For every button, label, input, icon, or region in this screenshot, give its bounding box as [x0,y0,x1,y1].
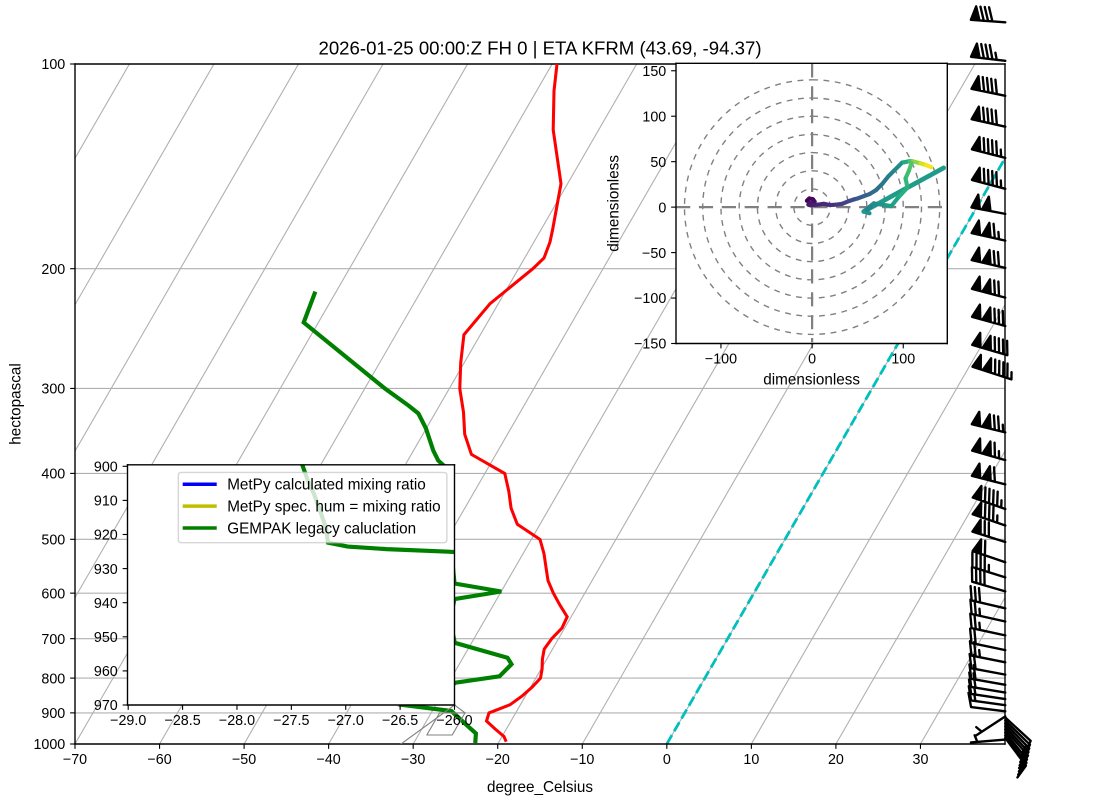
svg-text:300: 300 [41,382,65,398]
svg-text:−10: −10 [570,752,594,768]
svg-text:800: 800 [41,671,65,687]
svg-text:−28.5: −28.5 [164,713,200,729]
svg-text:500: 500 [41,532,65,548]
svg-text:−27.5: −27.5 [273,713,309,729]
svg-text:hectopascal: hectopascal [8,363,25,444]
svg-text:−30: −30 [401,752,425,768]
svg-text:−26.0: −26.0 [436,713,472,729]
svg-text:−100: −100 [634,291,666,307]
svg-text:1000: 1000 [33,737,65,753]
svg-text:−26.5: −26.5 [382,713,418,729]
svg-text:dimensionless: dimensionless [763,372,860,389]
svg-text:700: 700 [41,632,65,648]
svg-text:−50: −50 [642,246,666,262]
svg-text:150: 150 [642,64,666,80]
svg-text:50: 50 [650,155,666,171]
svg-text:900: 900 [41,706,65,722]
svg-text:930: 930 [94,562,118,578]
svg-text:940: 940 [94,596,118,612]
svg-text:970: 970 [94,698,118,714]
svg-text:200: 200 [41,262,65,278]
svg-text:30: 30 [913,752,929,768]
svg-text:920: 920 [94,528,118,544]
svg-text:GEMPAK legacy caluclation: GEMPAK legacy caluclation [227,520,416,537]
svg-text:100: 100 [642,109,666,125]
svg-text:900: 900 [94,459,118,475]
svg-text:degree_Celsius: degree_Celsius [487,779,593,796]
svg-text:−60: −60 [147,752,171,768]
svg-text:910: 910 [94,494,118,510]
svg-text:MetPy spec. hum = mixing ratio: MetPy spec. hum = mixing ratio [227,499,440,516]
svg-text:−28.0: −28.0 [219,713,255,729]
svg-text:950: 950 [94,630,118,646]
svg-text:100: 100 [891,352,915,368]
svg-text:960: 960 [94,664,118,680]
svg-text:10: 10 [743,752,759,768]
svg-text:−50: −50 [232,752,256,768]
svg-text:−100: −100 [705,352,737,368]
svg-text:100: 100 [41,57,65,73]
svg-text:0: 0 [663,752,671,768]
svg-text:400: 400 [41,467,65,483]
svg-text:20: 20 [828,752,844,768]
svg-text:−20: −20 [486,752,510,768]
svg-text:−27.0: −27.0 [328,713,364,729]
svg-text:−40: −40 [317,752,341,768]
svg-text:MetPy calculated mixing ratio: MetPy calculated mixing ratio [227,477,426,494]
svg-text:dimensionless: dimensionless [605,155,622,252]
svg-text:−150: −150 [634,337,666,353]
svg-text:−70: −70 [63,752,87,768]
svg-text:0: 0 [808,352,816,368]
svg-text:0: 0 [658,200,666,216]
svg-text:−29.0: −29.0 [110,713,146,729]
svg-text:600: 600 [41,586,65,602]
svg-text:2026-01-25 00:00:Z FH 0 | ETA: 2026-01-25 00:00:Z FH 0 | ETA KFRM (43.6… [318,37,761,58]
